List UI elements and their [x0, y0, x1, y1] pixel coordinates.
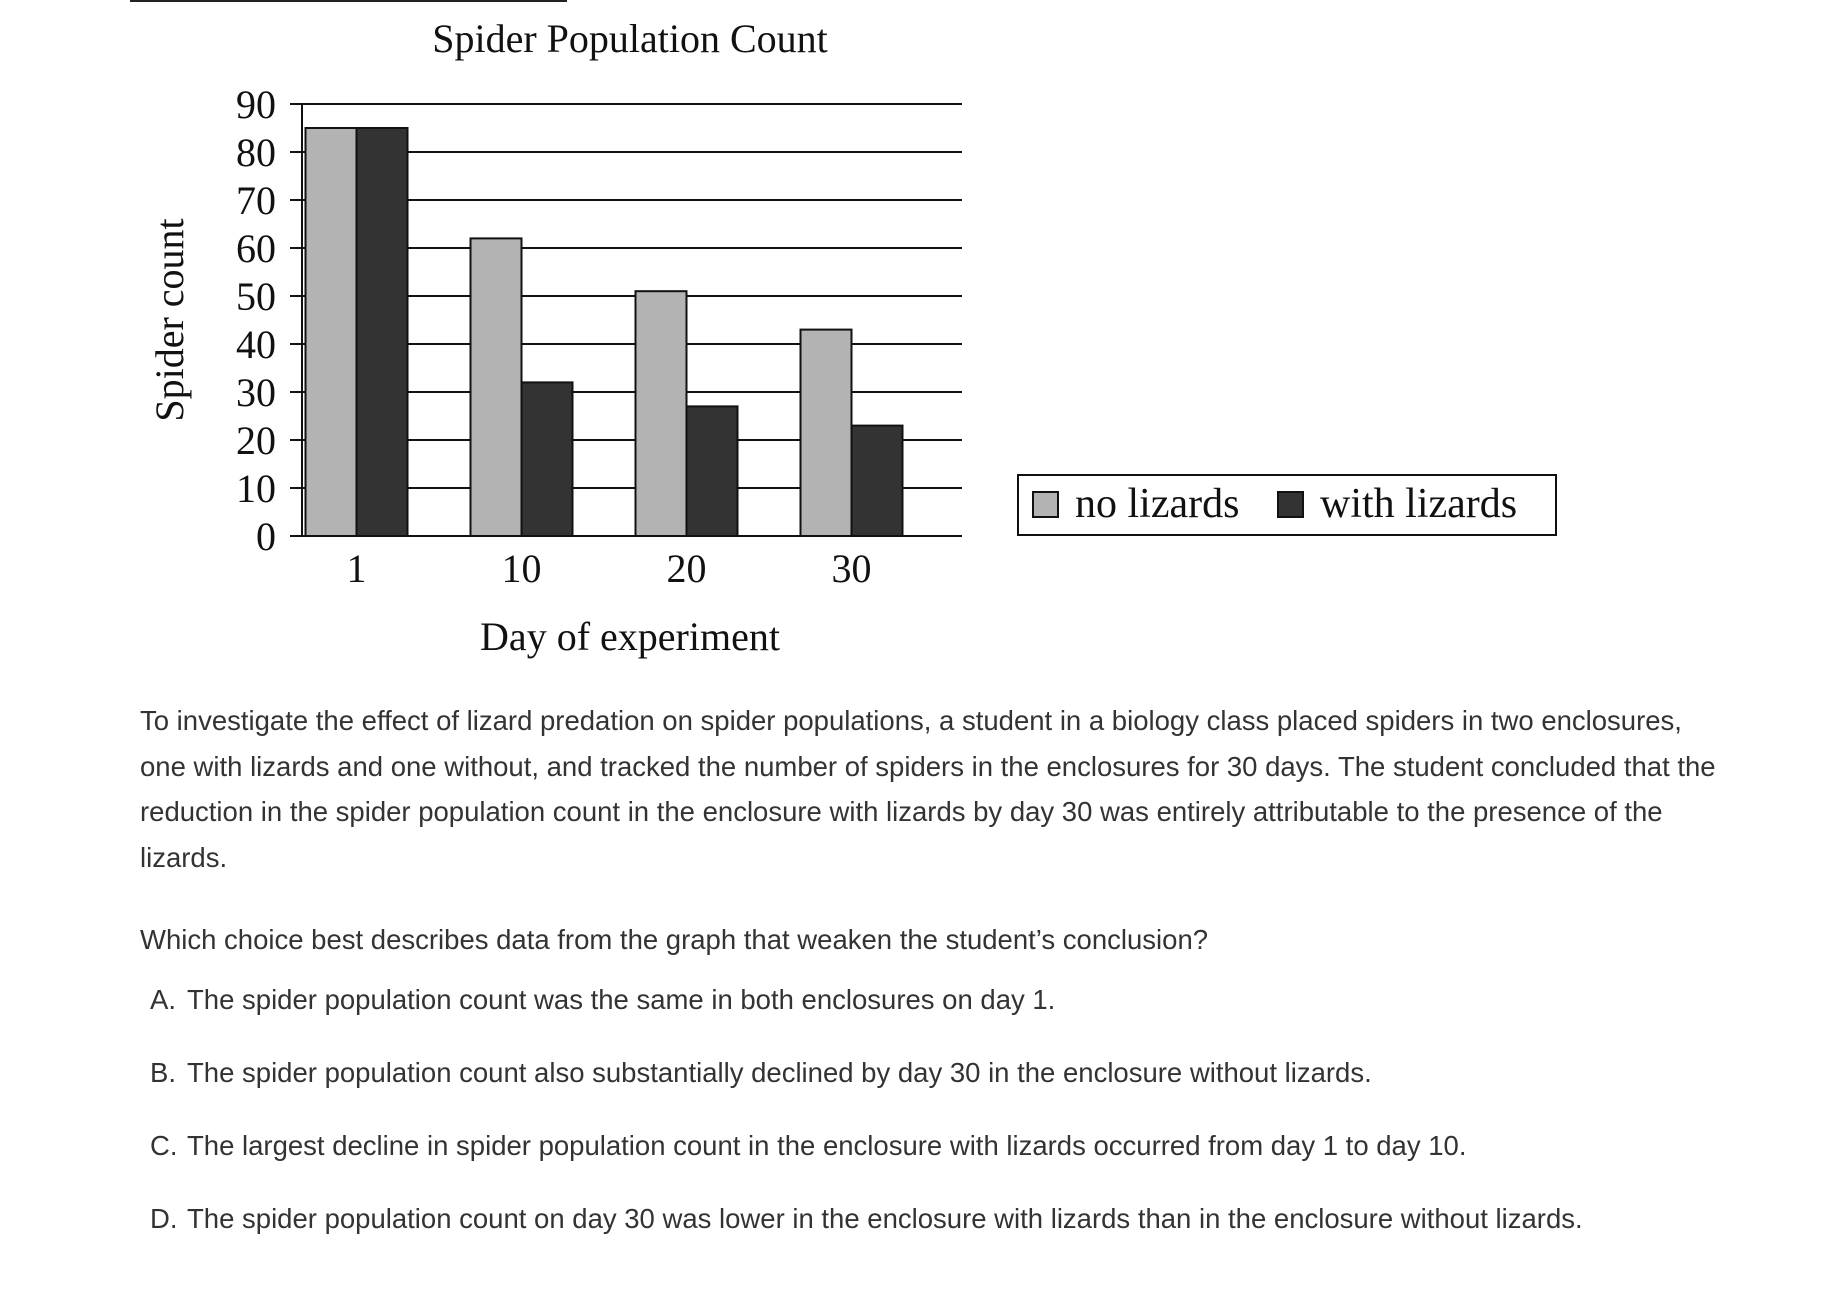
y-tick-label: 30 [236, 370, 276, 415]
y-tick-label: 10 [236, 466, 276, 511]
y-tick-label: 60 [236, 226, 276, 271]
bar-with-lizards-day-10 [520, 381, 574, 537]
bar-chart: Spider Population Count Spider count Day… [147, 16, 1557, 659]
choice-letter: D. [150, 1203, 178, 1234]
bar-with-lizards-day-30 [850, 424, 904, 538]
chart-title: Spider Population Count [432, 16, 828, 61]
y-axis-label: Spider count [147, 218, 192, 421]
answer-choice-c[interactable]: C. The largest decline in spider populat… [150, 1123, 1730, 1168]
bar-no-lizards-day-30 [799, 328, 853, 537]
choice-text: The spider population count also substan… [187, 1057, 1372, 1088]
x-tick-label: 10 [502, 546, 542, 591]
choice-letter: B. [150, 1057, 176, 1088]
question-prompt: Which choice best describes data from th… [140, 924, 1209, 955]
answer-choice-a[interactable]: A. The spider population count was the s… [150, 977, 1730, 1022]
x-axis-label: Day of experiment [480, 614, 780, 659]
bar-with-lizards-day-20 [685, 405, 739, 537]
top-divider [130, 0, 567, 2]
bars [304, 127, 904, 538]
answer-choice-b[interactable]: B. The spider population count also subs… [150, 1050, 1730, 1095]
question-passage: To investigate the effect of lizard pred… [140, 705, 1716, 873]
y-tick-label: 0 [256, 514, 276, 559]
legend: no lizards with lizards [1017, 474, 1557, 536]
x-tick-label: 1 [347, 546, 367, 591]
bar-no-lizards-day-20 [634, 290, 688, 538]
x-tick-label: 30 [832, 546, 872, 591]
legend-swatch-no-lizards [1032, 491, 1059, 518]
legend-swatch-with-lizards [1277, 491, 1304, 518]
answer-choice-d[interactable]: D. The spider population count on day 30… [150, 1196, 1730, 1241]
y-tick-label: 70 [236, 178, 276, 223]
choice-text: The largest decline in spider population… [187, 1130, 1467, 1161]
bar-no-lizards-day-1 [304, 127, 358, 537]
choice-letter: C. [150, 1130, 178, 1161]
choice-text: The spider population count on day 30 wa… [187, 1203, 1583, 1234]
y-tick-label: 20 [236, 418, 276, 463]
y-tick-label: 90 [236, 82, 276, 127]
y-tick-label: 80 [236, 130, 276, 175]
legend-label-no-lizards: no lizards [1075, 481, 1239, 527]
bar-no-lizards-day-10 [469, 237, 523, 537]
choice-letter: A. [150, 984, 176, 1015]
bar-with-lizards-day-1 [355, 127, 409, 537]
y-tick-label: 40 [236, 322, 276, 367]
x-tick-label: 20 [667, 546, 707, 591]
y-tick-label: 50 [236, 274, 276, 319]
legend-label-with-lizards: with lizards [1320, 481, 1517, 527]
choice-text: The spider population count was the same… [187, 984, 1056, 1015]
